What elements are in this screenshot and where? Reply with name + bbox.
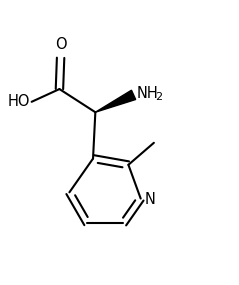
Text: 2: 2 (155, 92, 162, 102)
Text: O: O (55, 37, 66, 52)
Text: HO: HO (8, 94, 31, 109)
Polygon shape (95, 90, 136, 112)
Text: N: N (144, 192, 155, 207)
Text: NH: NH (136, 86, 158, 101)
